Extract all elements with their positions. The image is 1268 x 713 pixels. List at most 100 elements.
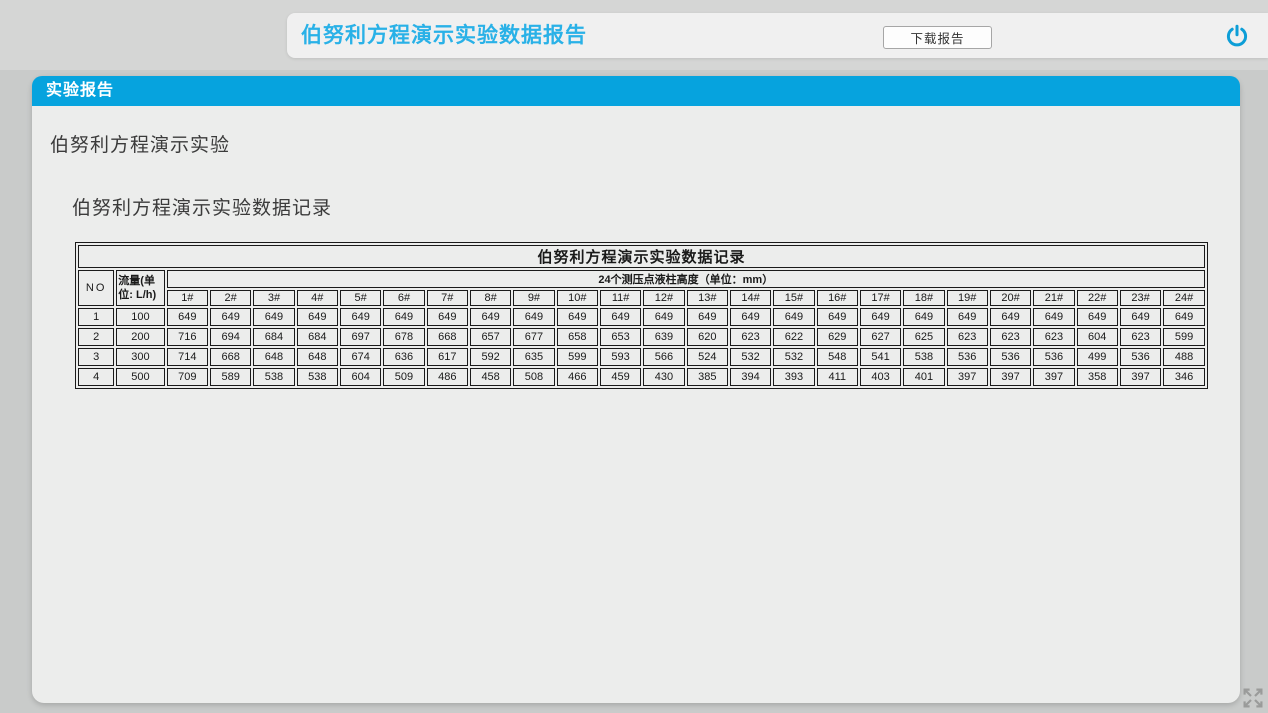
point-label: 17# <box>859 290 902 306</box>
height-value-cell: 649 <box>643 308 685 326</box>
height-value-cell: 649 <box>1076 308 1118 326</box>
height-value-cell: 566 <box>643 348 685 366</box>
point-label: 3# <box>253 290 295 306</box>
row-number-cell: 3 <box>78 348 115 366</box>
height-value-cell: 649 <box>166 308 208 326</box>
height-value-cell: 649 <box>1163 308 1205 326</box>
height-value-cell: 466 <box>556 368 598 386</box>
height-value-cell: 629 <box>816 328 858 346</box>
report-panel: 实验报告 伯努利方程演示实验 伯努利方程演示实验数据记录 伯努利方程演示实验数据… <box>32 76 1240 703</box>
height-value-cell: 397 <box>989 368 1032 386</box>
height-value-cell: 411 <box>816 368 858 386</box>
top-header: 伯努利方程演示实验数据报告 下载报告 <box>0 0 1268 70</box>
point-label: 11# <box>599 290 642 306</box>
point-label: 22# <box>1076 290 1118 306</box>
point-label: 21# <box>1033 290 1075 306</box>
point-label: 2# <box>209 290 252 306</box>
point-label: 4# <box>296 290 338 306</box>
row-number-cell: 4 <box>78 368 115 386</box>
point-label: 16# <box>816 290 858 306</box>
height-value-cell: 649 <box>686 308 728 326</box>
height-value-cell: 592 <box>469 348 512 366</box>
experiment-heading: 伯努利方程演示实验 <box>50 135 231 156</box>
point-label-row: 1# 2# 3# 4# 5# 6# 7# 8# 9# 10# 11# 12# 13# 14# 15# 16# 1… <box>78 290 1205 306</box>
height-value-cell: 627 <box>859 328 902 346</box>
height-value-cell: 623 <box>989 328 1032 346</box>
point-label: 7# <box>426 290 468 306</box>
height-value-cell: 649 <box>209 308 252 326</box>
height-value-cell: 536 <box>1033 348 1075 366</box>
flow-value-cell: 300 <box>116 348 165 366</box>
height-value-cell: 397 <box>1033 368 1075 386</box>
fullscreen-expand-icon <box>1241 688 1265 713</box>
height-value-cell: 668 <box>426 328 468 346</box>
height-value-cell: 604 <box>339 368 382 386</box>
height-value-cell: 548 <box>816 348 858 366</box>
point-label: 24# <box>1163 290 1205 306</box>
height-value-cell: 459 <box>599 368 642 386</box>
table-header-row: NO 流量(单位: L/h) 24个测压点液柱高度（单位：mm） <box>78 270 1205 306</box>
height-value-cell: 532 <box>729 348 772 366</box>
height-value-cell: 635 <box>513 348 555 366</box>
height-value-cell: 397 <box>1119 368 1162 386</box>
height-value-cell: 385 <box>686 368 728 386</box>
height-value-cell: 649 <box>816 308 858 326</box>
height-value-cell: 697 <box>339 328 382 346</box>
height-value-cell: 403 <box>859 368 902 386</box>
flow-value-cell: 500 <box>116 368 165 386</box>
height-value-cell: 653 <box>599 328 642 346</box>
height-value-cell: 401 <box>903 368 945 386</box>
point-label: 18# <box>903 290 945 306</box>
download-report-button[interactable]: 下载报告 <box>883 26 992 49</box>
point-label: 1# <box>166 290 208 306</box>
height-value-cell: 536 <box>1119 348 1162 366</box>
point-label: 15# <box>773 290 815 306</box>
no-column-header: NO <box>78 270 115 306</box>
height-value-cell: 599 <box>1163 328 1205 346</box>
height-value-cell: 649 <box>513 308 555 326</box>
height-value-cell: 649 <box>296 308 338 326</box>
height-value-cell: 678 <box>383 328 425 346</box>
height-value-cell: 488 <box>1163 348 1205 366</box>
height-value-cell: 617 <box>426 348 468 366</box>
point-label: 19# <box>946 290 988 306</box>
height-value-cell: 649 <box>469 308 512 326</box>
table-row: 1 100 649 649 649 649 649 649 649 649 649 649 649 649… <box>78 308 1205 326</box>
height-value-cell: 536 <box>946 348 988 366</box>
height-value-cell: 639 <box>643 328 685 346</box>
point-label: 8# <box>469 290 512 306</box>
height-value-cell: 538 <box>296 368 338 386</box>
flow-value-cell: 200 <box>116 328 165 346</box>
flow-column-header: 流量(单位: L/h) <box>116 270 165 306</box>
power-button[interactable] <box>1224 23 1250 49</box>
fullscreen-button[interactable] <box>1241 686 1265 710</box>
data-record-heading: 伯努利方程演示实验数据记录 <box>72 198 333 219</box>
point-label: 9# <box>513 290 555 306</box>
height-value-cell: 509 <box>383 368 425 386</box>
height-value-cell: 486 <box>426 368 468 386</box>
height-value-cell: 620 <box>686 328 728 346</box>
height-value-cell: 649 <box>1119 308 1162 326</box>
height-value-cell: 649 <box>556 308 598 326</box>
height-value-cell: 625 <box>903 328 945 346</box>
height-value-cell: 623 <box>1119 328 1162 346</box>
point-label: 14# <box>729 290 772 306</box>
height-value-cell: 622 <box>773 328 815 346</box>
height-value-cell: 674 <box>339 348 382 366</box>
height-value-cell: 623 <box>946 328 988 346</box>
height-value-cell: 649 <box>339 308 382 326</box>
header-title-bar: 伯努利方程演示实验数据报告 下载报告 <box>287 13 1268 58</box>
height-value-cell: 508 <box>513 368 555 386</box>
height-value-cell: 649 <box>903 308 945 326</box>
height-value-cell: 649 <box>426 308 468 326</box>
height-value-cell: 538 <box>253 368 295 386</box>
table-row: 3 300 714 668 648 648 674 636 617 592 635 599 593 566… <box>78 348 1205 366</box>
height-value-cell: 709 <box>166 368 208 386</box>
height-value-cell: 649 <box>1033 308 1075 326</box>
height-value-cell: 649 <box>383 308 425 326</box>
height-value-cell: 532 <box>773 348 815 366</box>
table-row: 2 200 716 694 684 684 697 678 668 657 677 658 653 639… <box>78 328 1205 346</box>
height-value-cell: 648 <box>296 348 338 366</box>
table-row: 4 500 709 589 538 538 604 509 486 458 508 466 459 430… <box>78 368 1205 386</box>
height-value-cell: 430 <box>643 368 685 386</box>
